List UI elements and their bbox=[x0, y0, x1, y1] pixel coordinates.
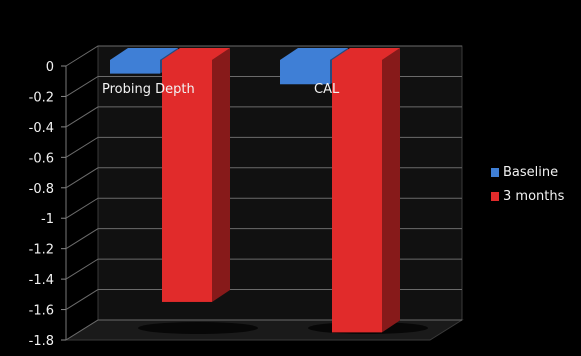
bar-baseline-probing-depth bbox=[110, 60, 160, 74]
gridline bbox=[65, 45, 462, 67]
bar-side bbox=[382, 48, 400, 333]
bar-top bbox=[280, 48, 348, 60]
y-tick-label: -0.8 bbox=[29, 182, 54, 197]
legend-swatch-baseline bbox=[491, 167, 499, 177]
bar-top bbox=[110, 48, 178, 60]
legend-item-3-months: 3 months bbox=[491, 184, 564, 208]
legend-label-baseline: Baseline bbox=[503, 164, 559, 180]
bar-side bbox=[212, 48, 230, 302]
category-label: CAL bbox=[314, 82, 340, 97]
bar-baseline-cal bbox=[280, 60, 330, 85]
legend: Baseline 3 months bbox=[491, 160, 564, 208]
bar-3-months-probing-depth bbox=[162, 60, 212, 302]
y-tick-label: -1 bbox=[41, 212, 54, 227]
y-tick-label: 0 bbox=[46, 60, 54, 75]
y-tick-label: -1.4 bbox=[29, 273, 54, 288]
y-tick-label: -0.6 bbox=[29, 151, 54, 166]
y-tick-label: -0.2 bbox=[29, 90, 54, 105]
y-tick-label: -1.8 bbox=[29, 334, 54, 349]
bars bbox=[110, 48, 428, 334]
bar-3-months-cal bbox=[332, 60, 382, 333]
bar-top bbox=[332, 48, 400, 60]
y-tick-label: -1.6 bbox=[29, 304, 54, 319]
y-axis-ticks: 0 -0.2 -0.4 -0.6 -0.8 -1 -1.2 -1.4 -1.6 -1.8 bbox=[29, 60, 66, 349]
category-label: Probing Depth bbox=[102, 82, 195, 97]
y-tick-label: -1.2 bbox=[29, 243, 54, 258]
legend-swatch-3-months bbox=[491, 191, 499, 201]
bar-top bbox=[162, 48, 230, 60]
legend-label-3-months: 3 months bbox=[503, 188, 565, 204]
category-labels: Probing Depth CAL bbox=[102, 82, 340, 97]
legend-item-baseline: Baseline bbox=[491, 160, 564, 184]
y-tick-label: -0.4 bbox=[29, 121, 54, 136]
bar-shadow bbox=[138, 322, 258, 334]
